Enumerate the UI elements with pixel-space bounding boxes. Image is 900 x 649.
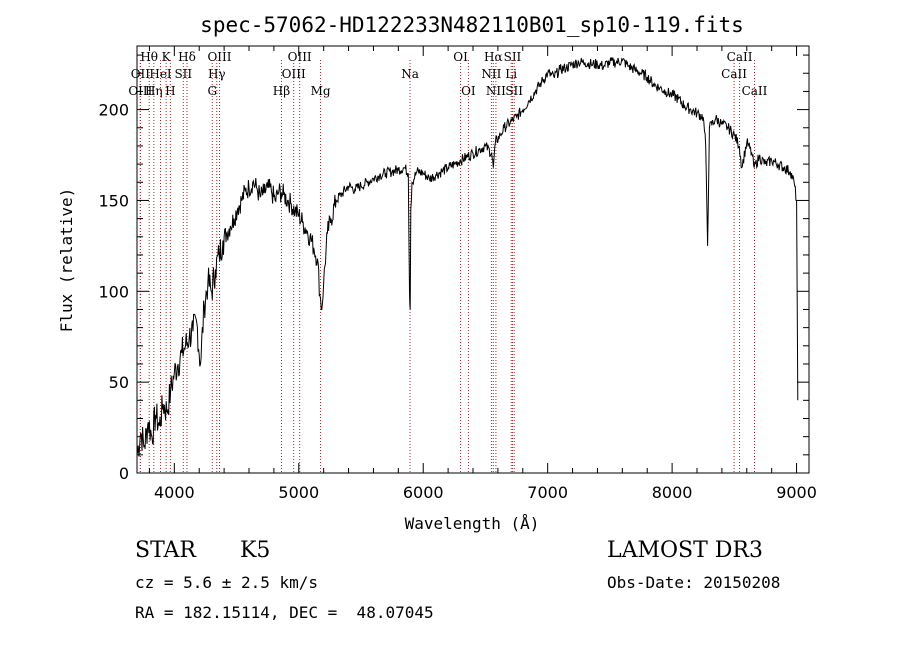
marker-label-0: Hθ [140, 50, 158, 64]
marker-label-26: CaII [721, 67, 747, 81]
y-tick-label-0: 0 [119, 464, 129, 483]
marker-label-19: Hα [484, 50, 503, 64]
x-tick-label-1: 5000 [278, 483, 319, 502]
marker-label-9: OIII [207, 50, 231, 64]
marker-label-11: G [207, 84, 217, 98]
marker-label-6: H [165, 84, 175, 98]
x-axis-label: Wavelength (Å) [405, 514, 540, 533]
x-axis-ticks: 4000 5000 6000 7000 8000 9000 [148, 46, 817, 502]
marker-label-21: NII [486, 84, 506, 98]
object-subclass: K5 [240, 538, 271, 563]
y-tick-label-4: 200 [98, 101, 129, 120]
marker-label-5: HeI [149, 67, 172, 81]
marker-label-13: OIII [282, 67, 306, 81]
chart-title: spec-57062-HD122233N482110B01_sp10-119.f… [200, 13, 744, 37]
y-axis-ticks: 0 50 100 150 200 [98, 54, 809, 483]
marker-label-20: NII [481, 67, 501, 81]
marker-label-14: Hβ [273, 84, 290, 98]
object-class: STAR [135, 538, 196, 563]
x-tick-label-5: 9000 [776, 483, 817, 502]
survey-name: LAMOST DR3 [607, 538, 763, 563]
marker-label-17: OI [453, 50, 468, 64]
marker-label-25: CaII [727, 50, 753, 64]
y-tick-label-1: 50 [109, 373, 129, 392]
marker-label-3: Hη [145, 84, 163, 98]
marker-label-24: SII [505, 84, 523, 98]
x-tick-label-2: 6000 [403, 483, 444, 502]
marker-label-27: CaII [742, 84, 768, 98]
x-tick-label-4: 8000 [652, 483, 693, 502]
spectrum-line [136, 57, 799, 457]
y-tick-label-3: 150 [98, 191, 129, 210]
plot-frame [136, 45, 810, 474]
marker-label-7: Hδ [178, 50, 196, 64]
marker-label-15: Mg [311, 84, 331, 98]
redshift-velocity: cz = 5.6 ± 2.5 km/s [135, 573, 319, 592]
marker-label-4: K [162, 50, 172, 64]
marker-label-16: Na [401, 67, 419, 81]
marker-label-22: SII [504, 50, 522, 64]
marker-label-8: SII [174, 67, 192, 81]
observation-date: Obs-Date: 20150208 [607, 573, 781, 592]
marker-label-1: OII [131, 67, 151, 81]
marker-label-18: OI [461, 84, 476, 98]
y-tick-label-2: 100 [98, 282, 129, 301]
marker-label-12: OIII [288, 50, 312, 64]
x-tick-label-0: 4000 [154, 483, 195, 502]
coordinates: RA = 182.15114, DEC = 48.07045 [135, 603, 434, 622]
marker-label-10: Hγ [208, 67, 226, 81]
x-tick-label-3: 7000 [527, 483, 568, 502]
y-axis-label: Flux (relative) [57, 188, 76, 333]
marker-label-23: Li [505, 67, 517, 81]
